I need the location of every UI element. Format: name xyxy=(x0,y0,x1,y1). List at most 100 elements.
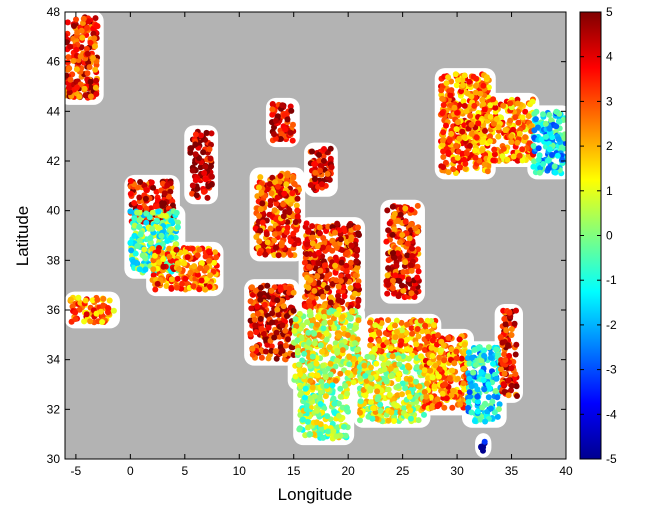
data-point xyxy=(374,388,381,395)
data-point xyxy=(334,347,341,354)
data-point xyxy=(440,164,447,171)
data-point xyxy=(450,387,457,394)
data-point xyxy=(271,131,277,138)
data-point xyxy=(513,383,520,390)
data-point xyxy=(272,117,279,124)
data-point xyxy=(332,269,339,276)
y-tick-label: 34 xyxy=(47,353,61,367)
data-point xyxy=(355,282,362,289)
data-point xyxy=(525,113,532,120)
data-point xyxy=(350,379,357,386)
data-point xyxy=(499,339,506,346)
data-point xyxy=(105,309,111,316)
data-point xyxy=(160,256,167,262)
data-point xyxy=(530,163,537,170)
data-point xyxy=(384,290,391,297)
data-point xyxy=(269,106,276,113)
data-point xyxy=(515,119,522,126)
data-point xyxy=(127,178,134,184)
data-point xyxy=(189,245,196,252)
data-point xyxy=(436,354,443,361)
data-point xyxy=(485,394,492,401)
data-point xyxy=(150,272,157,279)
data-point xyxy=(441,357,448,364)
data-point xyxy=(465,399,472,405)
data-point xyxy=(208,181,215,188)
data-point xyxy=(380,361,387,368)
data-point xyxy=(295,237,301,244)
data-point xyxy=(443,395,450,402)
data-point xyxy=(460,380,467,387)
data-point xyxy=(269,310,276,317)
data-point xyxy=(519,146,526,153)
data-point xyxy=(67,296,74,303)
data-point xyxy=(344,404,350,411)
data-point xyxy=(282,126,289,133)
data-point xyxy=(483,74,490,81)
colorbar: 5 4 3 2 1 0 -1 -2 -3 -4 -5 xyxy=(579,5,617,466)
data-point xyxy=(188,145,195,152)
data-point xyxy=(558,144,565,151)
plot-area xyxy=(64,11,567,460)
data-point xyxy=(490,96,497,103)
data-point xyxy=(350,334,357,341)
data-point xyxy=(473,134,480,141)
data-point xyxy=(252,322,259,329)
data-point xyxy=(462,165,469,172)
x-tick-label: 20 xyxy=(341,464,355,478)
data-point xyxy=(309,240,316,247)
data-point xyxy=(136,266,143,273)
data-point xyxy=(445,149,452,156)
data-point xyxy=(337,393,344,400)
data-point xyxy=(421,347,428,353)
data-point xyxy=(357,375,364,382)
data-point xyxy=(279,322,286,329)
data-point xyxy=(307,363,314,369)
data-point xyxy=(367,364,374,371)
data-point xyxy=(264,282,271,289)
data-point xyxy=(196,286,203,293)
data-point xyxy=(202,253,209,260)
data-point xyxy=(142,195,149,202)
data-point xyxy=(491,146,498,153)
data-point xyxy=(508,365,515,372)
data-point xyxy=(302,385,309,392)
data-point xyxy=(387,324,394,331)
data-point xyxy=(317,267,324,274)
data-point xyxy=(522,108,529,115)
data-point xyxy=(257,315,264,322)
data-point xyxy=(147,239,154,246)
data-point xyxy=(273,200,280,207)
y-tick-label: 40 xyxy=(47,204,61,218)
data-point xyxy=(405,362,411,369)
data-point xyxy=(153,188,160,195)
plot-frame xyxy=(64,11,567,460)
data-point xyxy=(414,274,421,281)
data-point xyxy=(498,357,505,363)
data-point xyxy=(364,353,371,360)
data-point xyxy=(311,393,318,400)
data-point xyxy=(307,302,313,309)
data-point xyxy=(401,405,408,411)
data-point xyxy=(284,219,291,226)
data-point xyxy=(421,411,427,418)
data-point xyxy=(478,357,485,364)
data-point xyxy=(505,392,512,399)
data-point xyxy=(75,294,82,301)
data-point xyxy=(416,383,423,390)
data-point xyxy=(269,101,276,107)
data-point xyxy=(317,167,323,174)
data-point xyxy=(201,170,208,176)
data-point xyxy=(173,246,180,253)
data-point xyxy=(194,271,201,278)
data-point xyxy=(327,319,334,326)
data-point xyxy=(415,268,422,275)
data-point xyxy=(282,342,289,349)
data-point xyxy=(202,176,209,183)
data-point xyxy=(443,80,450,87)
data-point xyxy=(535,145,542,152)
data-point xyxy=(335,333,342,339)
data-point xyxy=(320,293,327,300)
data-point xyxy=(353,252,360,259)
data-point xyxy=(395,217,402,224)
